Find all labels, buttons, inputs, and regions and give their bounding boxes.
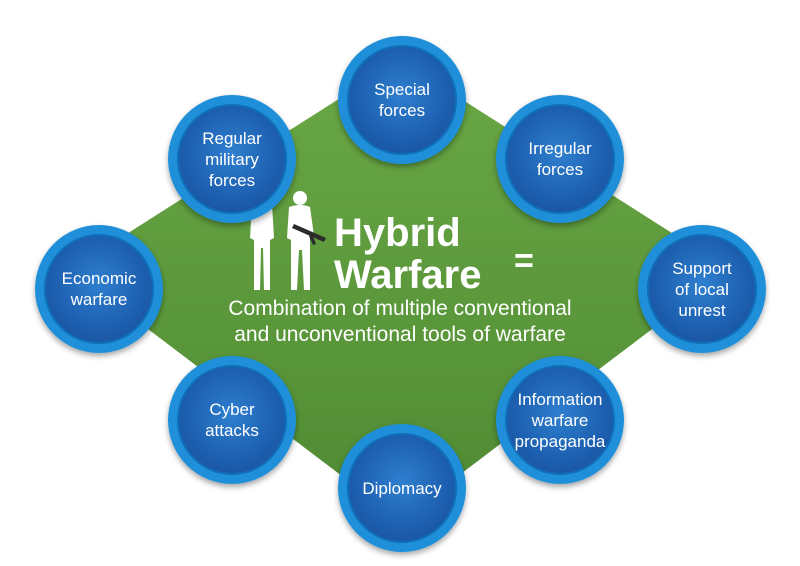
soldiers-silhouette-icon — [250, 189, 326, 290]
node-diplomacy: Diplomacy — [338, 424, 466, 552]
diagram-subtitle: Combination of multiple conventional and… — [228, 297, 572, 346]
node-economic-warfare: Economic warfare — [35, 225, 163, 353]
node-label: Diplomacy — [362, 478, 442, 498]
node-label: Special forces — [374, 80, 430, 120]
title-line-warfare: Warfare — [334, 253, 482, 297]
node-special-forces: Special forces — [338, 36, 466, 164]
node-label: Support of local unrest — [672, 258, 732, 320]
diagram-title: Hybrid Warfare — [334, 212, 481, 296]
node-cyber-attacks: Cyber attacks — [168, 356, 296, 484]
node-label: Cyber attacks — [205, 400, 259, 440]
node-label: Irregular forces — [528, 139, 592, 179]
node-label: Information warfare propaganda — [514, 389, 606, 451]
node-label: Regular military forces — [202, 128, 262, 190]
node-regular-military-forces: Regular military forces — [168, 95, 296, 223]
title-line-hybrid: Hybrid — [334, 211, 461, 255]
node-label: Economic warfare — [61, 269, 137, 309]
equals-sign: = — [514, 242, 534, 280]
node-irregular-forces: Irregular forces — [496, 95, 624, 223]
node-support-local-unrest: Support of local unrest — [638, 225, 766, 353]
node-information-warfare: Information warfare propaganda — [496, 356, 624, 484]
